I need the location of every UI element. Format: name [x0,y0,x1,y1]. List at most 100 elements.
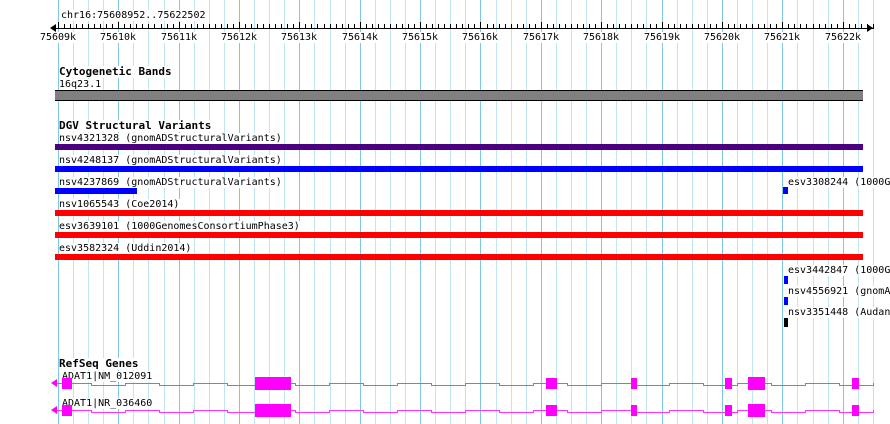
gene-exon[interactable] [748,377,765,390]
cytoband-label: 16q23.1 [59,79,103,90]
ruler-minor-tick [474,24,475,29]
ruler-minor-tick [348,24,349,29]
dgv-feature-bar-esv3308244[interactable] [783,187,788,194]
ruler-major-tick [360,22,361,29]
ruler-minor-tick [637,24,638,29]
gene-exon[interactable] [631,378,637,389]
ruler-minor-tick [148,24,149,29]
gene-intron-segment [329,383,363,384]
ruler-left-arrow-icon[interactable] [50,24,56,32]
ruler-minor-tick [716,24,717,29]
coordinate-ruler[interactable]: chr16:75608952..75622502 75609k 75610k 756… [0,0,890,50]
ruler-minor-tick [136,24,137,29]
dgv-feature-label-esv3639101[interactable]: esv3639101 (1000GenomesConsortiumPhase3) [59,221,301,232]
gene-intron-connector [499,383,500,386]
ruler-minor-tick [336,24,337,29]
ruler-minor-tick [438,24,439,29]
gene-intron-connector [703,410,704,413]
gene-exon[interactable] [255,377,291,390]
ruler-minor-tick [595,24,596,29]
gene-intron-segment [227,412,261,413]
ruler-major-tick [601,22,602,29]
dgv-feature-bar-esv3582324[interactable] [55,254,863,260]
ruler-minor-tick [529,24,530,29]
gene-label-ADAT1-NM_012091[interactable]: ADAT1|NM_012091 [62,371,154,382]
ruler-minor-tick [317,24,318,29]
gene-intron-segment [125,410,159,411]
gene-intron-segment [329,410,363,411]
dgv-feature-label-nsv4248137[interactable]: nsv4248137 (gnomADStructuralVariants) [59,155,283,166]
ruler-tick-label: 75617k [522,32,560,43]
ruler-minor-tick [390,24,391,29]
ruler-minor-tick [414,24,415,29]
gene-exon[interactable] [546,405,557,416]
ruler-minor-tick [287,24,288,29]
gene-intron-segment [567,385,601,386]
gene-intron-segment [635,385,669,386]
ruler-minor-tick [855,24,856,29]
gene-exon[interactable] [725,378,732,389]
dgv-feature-bar-nsv1065543[interactable] [55,210,863,216]
dgv-feature-label-nsv1065543[interactable]: nsv1065543 (Coe2014) [59,199,181,210]
ruler-minor-tick [64,24,65,29]
cytoband-bar[interactable] [55,90,863,101]
ruler-major-tick [662,22,663,29]
gene-intron-segment [431,385,465,386]
ruler-minor-tick [203,24,204,29]
ruler-tick-label: 75615k [401,32,439,43]
dgv-feature-label-nsv4321328[interactable]: nsv4321328 (gnomADStructuralVariants) [59,133,283,144]
dgv-feature-label-nsv3351448[interactable]: nsv3351448 (Audano [788,307,890,318]
gene-exon[interactable] [852,378,859,389]
ruler-minor-tick [710,24,711,29]
gene-intron-connector [91,410,92,413]
ruler-right-arrow-icon[interactable] [867,24,873,32]
dgv-feature-bar-nsv4556921[interactable] [784,297,788,305]
ruler-minor-tick [245,24,246,29]
ruler-minor-tick [553,24,554,29]
dgv-feature-label-nsv4237869[interactable]: nsv4237869 (gnomADStructuralVariants) [59,177,283,188]
gene-intron-connector [363,410,364,413]
gene-intron-connector [601,383,602,386]
dgv-feature-bar-esv3442847[interactable] [784,276,788,284]
gene-intron-connector [499,410,500,413]
gene-intron-segment [805,410,839,411]
gene-intron-connector [567,383,568,386]
gene-exon[interactable] [255,404,291,417]
ruler-tick-label: 75619k [643,32,681,43]
dgv-feature-label-esv3308244[interactable]: esv3308244 (1000Ge [788,177,890,188]
gene-exon[interactable] [62,378,72,389]
gene-intron-connector [125,410,126,413]
ruler-minor-tick [161,24,162,29]
dgv-feature-bar-nsv4248137[interactable] [55,166,863,172]
gene-exon[interactable] [748,404,765,417]
dgv-feature-label-esv3442847[interactable]: esv3442847 (1000Ge [788,265,890,276]
gene-exon[interactable] [631,405,637,416]
ruler-minor-tick [94,24,95,29]
dgv-feature-bar-nsv4237869[interactable] [55,188,137,194]
ruler-minor-tick [589,24,590,29]
dgv-feature-bar-nsv4321328[interactable] [55,144,863,150]
gene-exon[interactable] [725,405,732,416]
gene-intron-connector [363,383,364,386]
ruler-minor-tick [571,24,572,29]
ruler-minor-tick [432,24,433,29]
ruler-minor-tick [849,24,850,29]
ruler-minor-tick [764,24,765,29]
ruler-minor-tick [674,24,675,29]
dgv-feature-bar-esv3639101[interactable] [55,232,863,238]
dgv-feature-bar-nsv3351448[interactable] [784,318,788,327]
dgv-feature-label-nsv4556921[interactable]: nsv4556921 (gnomAD [788,286,890,297]
dgv-feature-label-esv3582324[interactable]: esv3582324 (Uddin2014) [59,243,193,254]
gene-intron-connector [601,410,602,413]
ruler-minor-tick [311,24,312,29]
gene-exon[interactable] [852,405,859,416]
gene-intron-segment [91,412,125,413]
gene-intron-connector [227,383,228,386]
gene-label-ADAT1-NR_036460[interactable]: ADAT1|NR_036460 [62,398,154,409]
ruler-minor-tick [806,24,807,29]
gene-exon[interactable] [546,378,557,389]
gene-intron-segment [227,385,261,386]
gene-exon[interactable] [62,405,72,416]
gene-intron-segment [703,385,737,386]
